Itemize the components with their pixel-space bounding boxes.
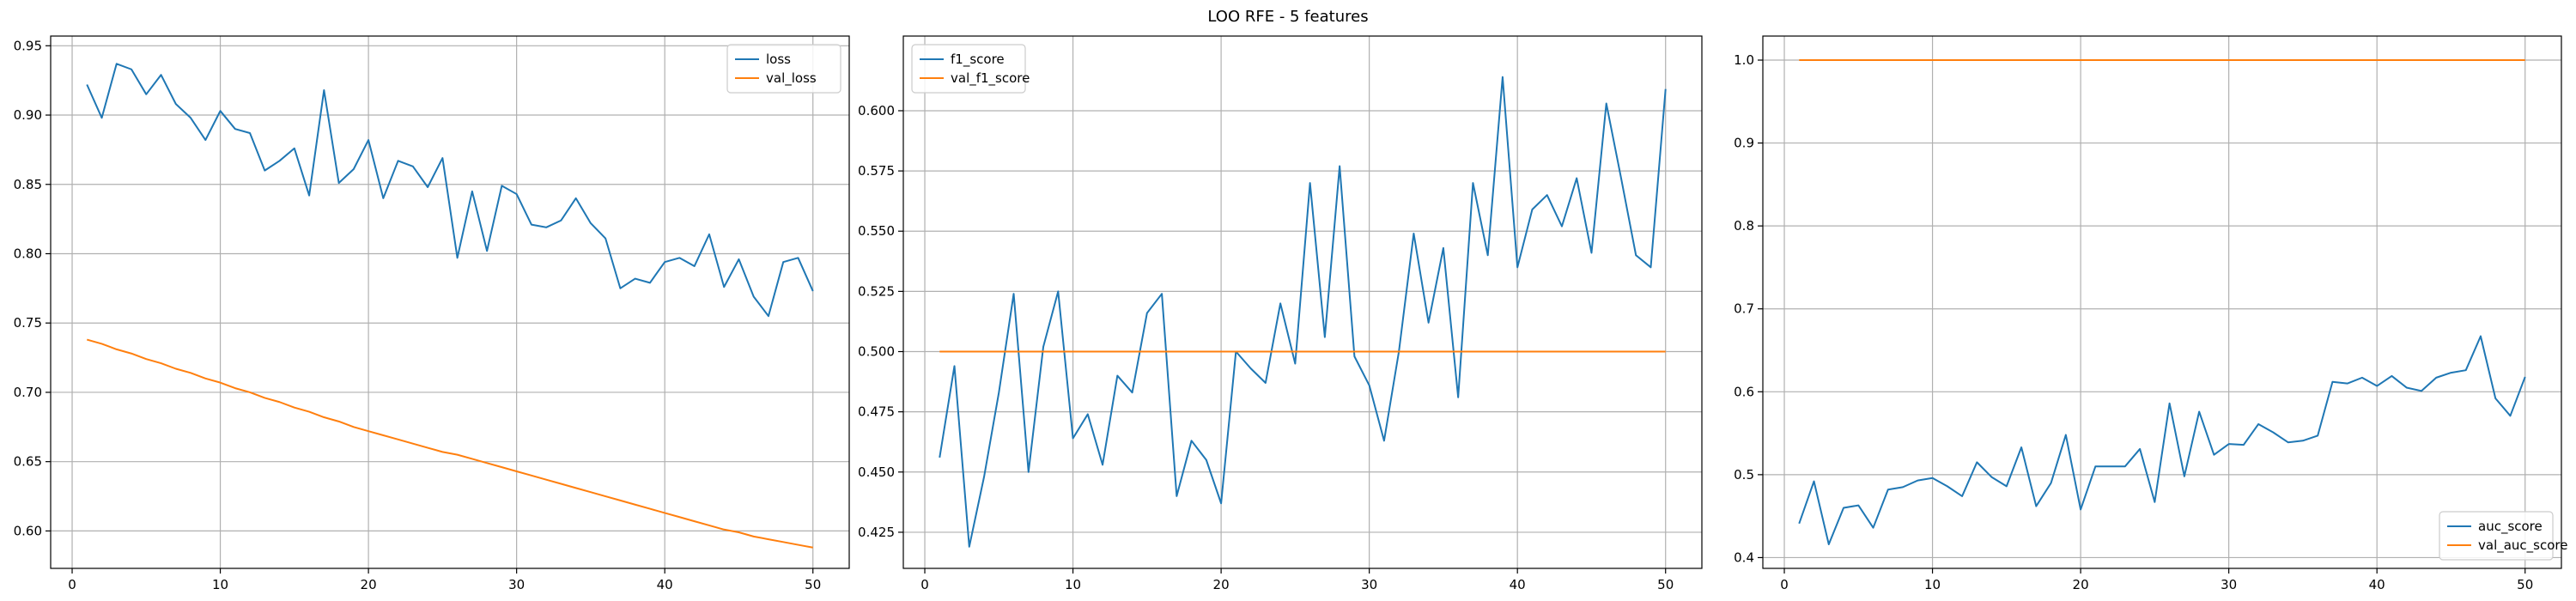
legend-label: val_loss [766,70,817,87]
legend-label: auc_score [2478,519,2543,535]
x-tick-label: 10 [1924,577,1941,592]
x-tick-label: 40 [2369,577,2385,592]
y-tick-label: 0.500 [858,344,895,360]
chart-3: 0 10 20 30 40 50 0.4 0.5 0.6 0.7 0.8 0.9 1.0 auc_scor… [1734,35,2568,592]
axes-frame [902,35,1703,569]
x-tick-label: 0 [68,577,76,592]
plot-area [1763,36,2561,568]
series-line-val_loss [86,338,813,549]
x-tick-label: 10 [1065,577,1081,592]
y-tick-label: 0.85 [14,177,42,192]
x-tick-label: 30 [2221,577,2237,592]
legend: loss val_loss [726,44,841,94]
x-tick-label: 50 [2517,577,2533,592]
axes-frame [1762,35,2562,569]
y-tick-label: 0.65 [14,454,42,470]
y-tick-label: 0.5 [1734,467,1754,483]
legend-box [911,44,1026,94]
legend: f1_score val_f1_score [911,44,1030,94]
x-tick-label: 20 [1213,577,1230,592]
series-line-f1_score [939,76,1667,548]
series-line-loss [86,63,814,318]
y-tick-label: 0.95 [14,38,42,53]
x-tick-label: 40 [1510,577,1526,592]
x-tick-label: 0 [1780,577,1789,592]
x-tick-label: 30 [508,577,525,592]
chart-1: 0 10 20 30 40 50 0.60 0.65 0.70 0.75 0.80 0.85 0.90 0… [14,35,850,592]
plot-area [903,36,1702,568]
y-tick-label: 0.6 [1734,384,1754,399]
chart-2: 0 10 20 30 40 50 0.425 0.450 0.475 0.500 0.525 0.55… [858,35,1703,592]
legend-label: val_auc_score [2478,537,2568,554]
x-tick-label: 10 [212,577,228,592]
x-tick-label: 20 [361,577,377,592]
x-tick-label: 20 [2073,577,2089,592]
axes-frame [50,35,850,569]
legend-label: f1_score [951,52,1005,68]
y-tick-label: 0.80 [14,246,42,261]
series-line-auc_score [1798,335,2526,545]
y-tick-label: 0.60 [14,523,42,538]
figure-title: LOO RFE - 5 features [1207,8,1369,26]
legend-label: val_f1_score [951,70,1030,87]
x-tick-label: 50 [805,577,821,592]
y-tick-label: 0.525 [858,283,895,299]
x-tick-label: 0 [920,577,929,592]
y-tick-label: 0.450 [858,464,895,480]
y-tick-label: 0.7 [1734,301,1754,317]
plot-area [51,36,849,568]
y-tick-label: 0.70 [14,385,42,400]
legend-box [2439,511,2554,561]
legend: auc_score val_auc_score [2439,511,2568,561]
y-tick-label: 0.9 [1734,136,1754,151]
y-tick-label: 0.90 [14,107,42,123]
legend-box [726,44,841,94]
y-tick-label: 0.8 [1734,218,1754,234]
y-tick-label: 0.575 [858,163,895,179]
y-tick-label: 0.4 [1734,549,1754,565]
y-tick-label: 0.75 [14,315,42,331]
y-tick-label: 0.425 [858,525,895,540]
y-tick-label: 0.550 [858,223,895,239]
legend-label: loss [766,52,791,67]
y-tick-label: 0.475 [858,404,895,420]
y-tick-label: 1.0 [1734,52,1754,68]
x-tick-label: 40 [657,577,673,592]
y-tick-label: 0.600 [858,103,895,118]
x-tick-label: 50 [1657,577,1674,592]
x-tick-label: 30 [1361,577,1377,592]
